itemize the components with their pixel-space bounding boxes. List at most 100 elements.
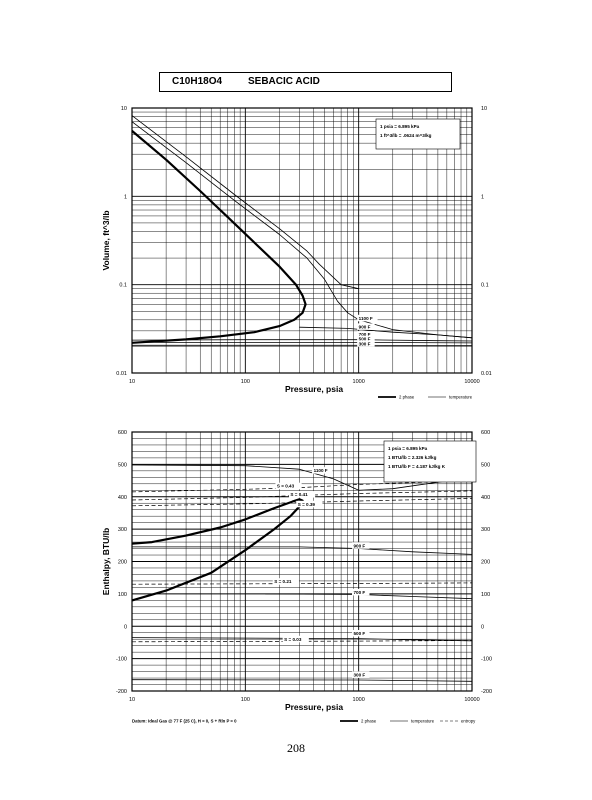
chart1-series-500-f (132, 342, 473, 344)
chart2-curve-label: 700 F (353, 590, 365, 595)
chart2-curve-label-bg (296, 500, 323, 508)
title-box: C10H18O4 SEBACIC ACID (159, 72, 452, 92)
chart2-y-tick-label-right: 0 (481, 624, 484, 630)
chart2-y-tick-label-left: 500 (118, 462, 127, 468)
chart2-conversion-note: 1 psia = 6.895 kPa (388, 446, 428, 451)
chart1-y-axis-label: Volume, ft^3/lb (101, 210, 111, 270)
chart2-y-tick-label-right: 400 (481, 495, 490, 501)
chart1-y-tick-label-right: 0.01 (481, 371, 492, 377)
chart2-series-1100-f (131, 464, 473, 491)
chart2-series-300-f (131, 679, 473, 682)
chart2-series-900-f (132, 546, 473, 555)
chart1-x-tick-label: 100 (241, 379, 250, 385)
chart2-x-tick-label: 10 (129, 697, 135, 703)
chart1-y-tick-label-left: 0.1 (119, 283, 127, 289)
chart2-curve-label-bg (351, 542, 370, 549)
chart1-curve-label: 700 F (359, 332, 371, 337)
chart1-x-tick-label: 1000 (353, 379, 365, 385)
chart2-conversion-note: 1 BTU/lb F = 4.187 kJ/kg K (388, 464, 446, 469)
chart1-conversion-box (375, 118, 461, 150)
chart2-y-tick-label-right: 300 (481, 527, 490, 533)
chart2-footnote: Datum: Ideal Gas @ 77 F (25 C), H = 0, S… (132, 719, 237, 724)
chart2-series-500-f (131, 637, 473, 642)
chart1-x-axis-label: Pressure, psia (285, 384, 343, 394)
chart2-curve-label: S = 0.43 (277, 484, 295, 489)
chart1-curve-label: 300 F (359, 341, 371, 346)
chart2-curve-label-bg (272, 578, 299, 585)
compound-name: SEBACIC ACID (248, 76, 320, 87)
chart1-y-tick-label-right: 10 (481, 106, 487, 112)
chart2-curve-label-bg (288, 491, 316, 498)
chart2-legend-label: temperature (411, 719, 435, 724)
chart2-curve-label-bg (275, 482, 302, 490)
chart2-y-tick-label-left: 200 (118, 560, 127, 566)
chart1-y-tick-label-left: 10 (121, 106, 127, 112)
chart2-y-tick-label-right: -100 (481, 657, 492, 663)
chart2-y-tick-label-left: 100 (118, 592, 127, 598)
chart2-curve-label-bg (312, 467, 333, 474)
chart1-series-unnamed-2 (131, 115, 359, 290)
chart1-x-tick-label: 10000 (464, 379, 479, 385)
chart1-legend-label: temperature (449, 395, 473, 400)
chart1-curve-label-bg (357, 314, 378, 322)
chart1-curve-label-bg (357, 335, 375, 343)
page-number: 208 (287, 741, 305, 755)
chart2-curve-label: S = 0.39 (298, 502, 316, 507)
chart2-y-tick-label-left: -100 (116, 657, 127, 663)
chart1-series-2-phase (131, 130, 307, 344)
chart2-y-axis-label: Enthalpy, BTU/lb (101, 528, 111, 595)
chart1-y-tick-label-right: 0.1 (481, 283, 489, 289)
chart1-x-tick-label: 10 (129, 379, 135, 385)
chart2-x-tick-label: 100 (241, 697, 250, 703)
chart1-curve-label-bg (357, 323, 375, 330)
chart1-y-tick-label-left: 0.01 (116, 371, 127, 377)
chart2-y-tick-label-left: 300 (118, 527, 127, 533)
chart2-y-tick-label-left: 0 (124, 624, 127, 630)
chart1-y-tick-label-right: 1 (481, 194, 484, 200)
compound-formula: C10H18O4 (172, 76, 223, 87)
chart1-curve-label-bg (357, 331, 375, 338)
chart2-x-axis-label: Pressure, psia (285, 702, 343, 712)
chart2-series-s-0-21 (131, 582, 473, 585)
chart2-series-s-0-03 (131, 640, 473, 643)
chart2-y-tick-label-left: -200 (116, 689, 127, 695)
chart1-curve-label: 1100 F (359, 316, 373, 321)
chart2-legend-label: 2 phase (361, 719, 377, 724)
chart1-y-tick-label-left: 1 (124, 194, 127, 200)
chart2-curve-label: 1100 F (314, 468, 328, 473)
chart1-curve-label: 900 F (359, 324, 371, 329)
chart2-conversion-note: 1 BTU/lb = 2.326 kJ/kg (388, 455, 437, 460)
chart2-curve-label: S = 0.21 (274, 579, 292, 584)
chart2-curve-label-bg (282, 635, 309, 643)
chart1-conversion-note: 1 psia = 6.895 kPa (380, 124, 420, 129)
chart2-y-tick-label-left: 600 (118, 430, 127, 436)
chart2-y-tick-label-right: 600 (481, 430, 490, 436)
chart2-y-tick-label-right: 100 (481, 592, 490, 598)
chart2-curve-label-bg (351, 588, 370, 596)
chart2-curve-label: S = 0.03 (284, 637, 302, 642)
chart1-conversion-note: 1 ft^3/lb = .0624 m^3/kg (380, 133, 432, 138)
chart2-curve-label: 500 F (353, 631, 365, 636)
chart2-curve-label: S = 0.41 (290, 492, 308, 497)
chart2-y-tick-label-right: 500 (481, 462, 490, 468)
chart1-curve-label-bg (357, 340, 375, 347)
chart2-conversion-box (383, 440, 477, 483)
chart1-legend-label: 2 phase (399, 395, 415, 400)
chart2-y-tick-label-right: 200 (481, 560, 490, 566)
chart2-series-2-phase (131, 498, 304, 602)
chart2-y-tick-label-left: 400 (118, 495, 127, 501)
chart1-plot-frame (131, 107, 473, 374)
chart1-series-900-f (299, 326, 473, 339)
chart2-curve-label-bg (351, 671, 370, 678)
chart2-legend-label: entropy (461, 719, 476, 724)
chart2-x-tick-label: 1000 (353, 697, 365, 703)
chart2-plot-frame (131, 431, 473, 692)
chart1-series-1100-f (131, 121, 473, 339)
chart2-curve-label: 300 F (353, 672, 365, 677)
chart2-curve-label-bg (351, 629, 370, 637)
chart2-x-tick-label: 10000 (464, 697, 479, 703)
chart2-curve-label: 900 F (353, 543, 365, 548)
chart2-y-tick-label-right: -200 (481, 689, 492, 695)
chart1-curve-label: 500 F (359, 337, 371, 342)
